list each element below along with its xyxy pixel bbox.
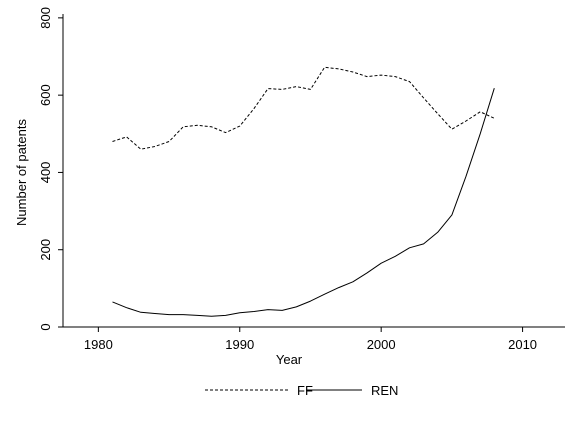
axes	[62, 14, 565, 328]
x-axis-title: Year	[276, 352, 303, 367]
y-tick-label: 600	[38, 84, 53, 106]
series-line-ren	[112, 88, 495, 317]
y-tick-label: 800	[38, 7, 53, 29]
y-tick-label: 400	[38, 162, 53, 184]
series-lines	[112, 66, 495, 317]
x-tick-label: 2010	[508, 337, 537, 352]
legend-label-ren: REN	[371, 383, 398, 398]
series-line-ff	[112, 66, 495, 150]
y-tick-label: 200	[38, 239, 53, 261]
y-axis-title: Number of patents	[14, 119, 29, 226]
x-tick-label: 2000	[367, 337, 396, 352]
x-tick-label: 1990	[225, 337, 254, 352]
legend-label-ff: FF	[297, 383, 313, 398]
x-tick-label: 1980	[84, 337, 113, 352]
legend: FF REN	[205, 383, 398, 398]
axis-ticks: 1980 1990 2000 2010 0 200 400 600 800	[38, 7, 537, 352]
y-tick-label: 0	[38, 323, 53, 330]
